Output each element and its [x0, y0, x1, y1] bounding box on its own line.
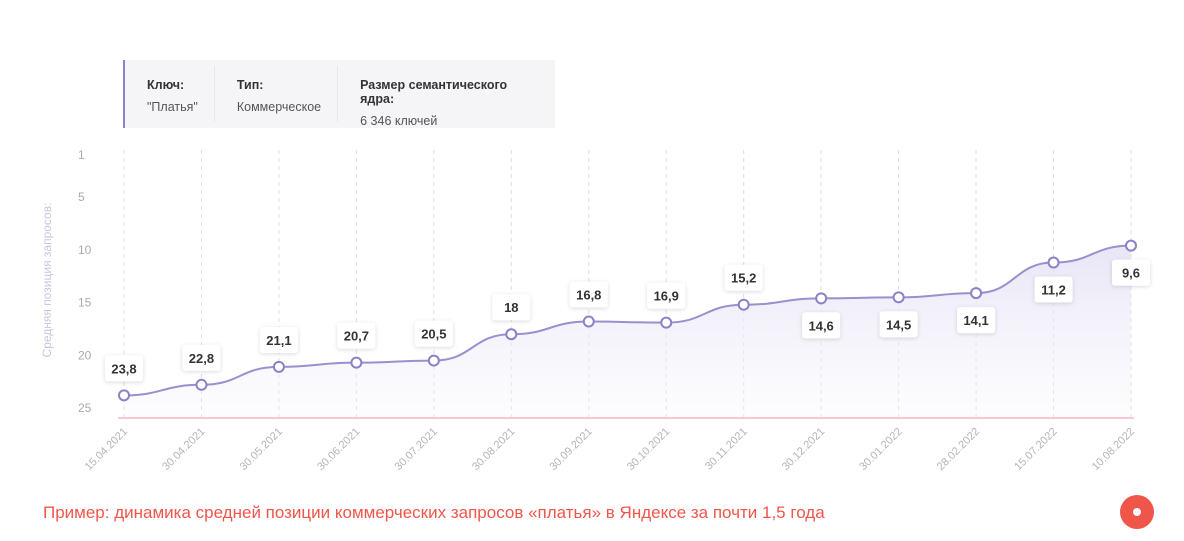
- x-tick-label: 30.12.2021: [780, 426, 827, 473]
- data-label-box: [879, 311, 918, 338]
- data-point: [427, 354, 440, 367]
- y-tick-label: 10: [78, 243, 92, 257]
- x-tick-label: 28.02.2022: [935, 426, 982, 473]
- data-label: 20,7: [344, 329, 369, 344]
- x-tick-label: 30.11.2021: [703, 426, 750, 473]
- info-size: Размер семантического ядра: 6 346 ключей: [360, 78, 508, 128]
- x-tick-label: 10.08.2022: [1090, 426, 1137, 473]
- caption: Пример: динамика средней позиции коммерч…: [43, 503, 825, 522]
- area-fill: [124, 245, 1131, 418]
- y-tick-label: 20: [78, 348, 92, 362]
- data-label-box: [724, 264, 763, 291]
- info-type: Тип: Коммерческое: [215, 66, 339, 122]
- y-tick-label: 15: [78, 296, 92, 310]
- data-label: 9,6: [1122, 266, 1140, 281]
- data-point: [118, 389, 130, 402]
- y-tick-label: 5: [78, 190, 85, 204]
- data-label-box: [1112, 259, 1150, 286]
- data-label: 22,8: [189, 351, 214, 366]
- data-point: [272, 360, 285, 373]
- data-label-box: [414, 320, 453, 347]
- x-tick-label: 30.09.2021: [547, 426, 594, 473]
- data-label-box: [182, 344, 221, 371]
- data-label-box: [337, 322, 376, 349]
- data-label-box: [259, 326, 298, 353]
- data-point: [815, 292, 828, 305]
- y-tick-label: 1: [78, 148, 85, 162]
- x-tick-label: 30.05.2021: [238, 426, 285, 473]
- data-label: 20,5: [421, 327, 446, 342]
- x-tick-label: 30.06.2021: [315, 426, 362, 473]
- data-label: 18: [504, 300, 518, 315]
- data-label: 15,2: [731, 271, 756, 286]
- record-button[interactable]: [1120, 495, 1154, 529]
- data-point: [195, 378, 208, 391]
- data-label: 16,8: [576, 288, 601, 303]
- data-label: 16,9: [654, 289, 679, 304]
- y-axis-title: Средняя позиция запросов:: [40, 203, 54, 358]
- data-point: [1125, 239, 1137, 252]
- data-label: 21,1: [266, 333, 291, 348]
- x-tick-label: 30.07.2021: [393, 426, 440, 473]
- data-point: [350, 356, 363, 369]
- x-tick-label: 30.08.2021: [470, 426, 517, 473]
- x-tick-label: 30.04.2021: [160, 426, 207, 473]
- data-label-box: [492, 294, 531, 321]
- data-point: [970, 287, 983, 300]
- data-label-box: [647, 282, 686, 309]
- x-tick-label: 15.07.2022: [1012, 426, 1059, 473]
- data-label-box: [802, 312, 841, 339]
- info-panel: Ключ: "Платья" Тип: Коммерческое Размер се…: [123, 60, 555, 128]
- data-label-box: [569, 281, 608, 308]
- x-tick-label: 30.01.2022: [857, 426, 904, 473]
- data-point: [582, 315, 595, 328]
- data-point: [505, 328, 518, 341]
- y-tick-label: 25: [78, 401, 92, 415]
- data-label: 23,8: [111, 361, 136, 376]
- data-label: 11,2: [1041, 283, 1066, 298]
- data-label: 14,5: [886, 317, 911, 332]
- data-label-box: [105, 355, 143, 382]
- data-label-box: [957, 307, 996, 334]
- data-point: [892, 291, 905, 304]
- x-tick-label: 30.10.2021: [625, 426, 672, 473]
- data-label: 14,6: [808, 318, 833, 333]
- data-point: [1047, 256, 1060, 269]
- x-tick-label: 15.04.2021: [83, 426, 130, 473]
- data-point: [737, 298, 750, 311]
- data-label: 14,1: [963, 313, 988, 328]
- info-key: Ключ: "Платья": [125, 66, 215, 122]
- data-point: [660, 316, 673, 329]
- data-label-box: [1034, 276, 1073, 303]
